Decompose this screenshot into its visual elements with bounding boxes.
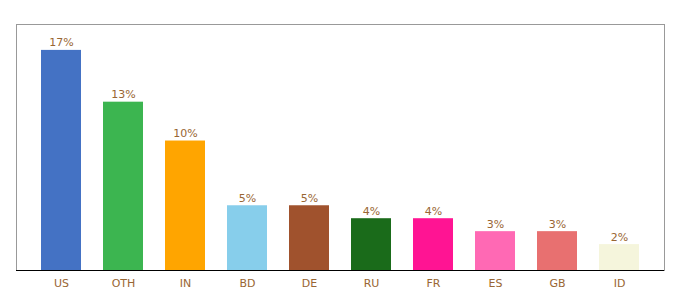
- svg-text:2%: 2%: [611, 231, 628, 244]
- svg-text:IN: IN: [180, 277, 191, 290]
- svg-text:3%: 3%: [549, 218, 566, 231]
- svg-text:17%: 17%: [49, 36, 73, 49]
- svg-text:3%: 3%: [487, 218, 504, 231]
- svg-text:DE: DE: [302, 277, 317, 290]
- svg-text:4%: 4%: [363, 205, 380, 218]
- svg-text:13%: 13%: [111, 88, 135, 101]
- svg-text:RU: RU: [364, 277, 380, 290]
- svg-text:US: US: [54, 277, 69, 290]
- svg-text:ES: ES: [489, 277, 503, 290]
- svg-text:10%: 10%: [173, 127, 197, 140]
- svg-text:4%: 4%: [425, 205, 442, 218]
- svg-text:FR: FR: [427, 277, 441, 290]
- svg-text:5%: 5%: [239, 192, 256, 205]
- svg-text:GB: GB: [549, 277, 565, 290]
- svg-text:ID: ID: [614, 277, 626, 290]
- svg-text:OTH: OTH: [112, 277, 136, 290]
- svg-text:5%: 5%: [301, 192, 318, 205]
- svg-text:BD: BD: [239, 277, 255, 290]
